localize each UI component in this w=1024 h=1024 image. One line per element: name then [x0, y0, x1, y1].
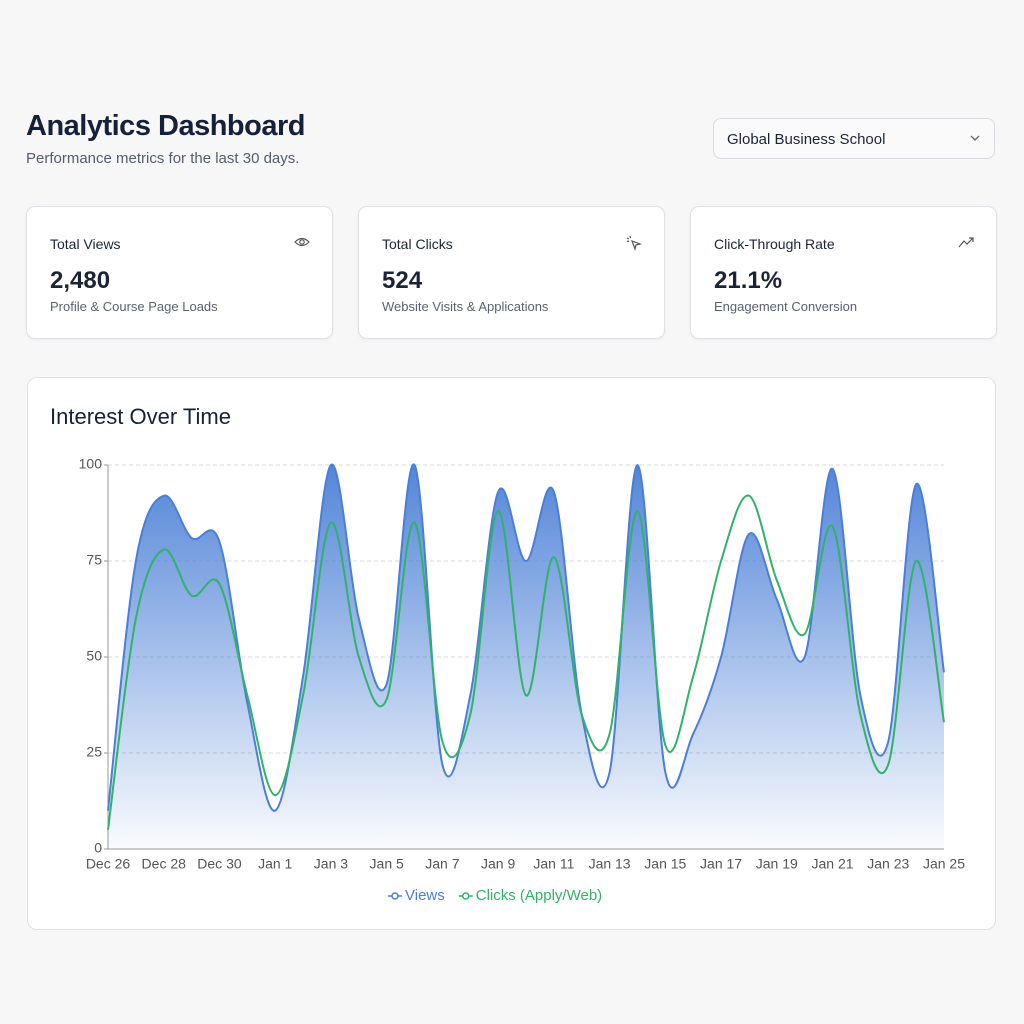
card-title: Click-Through Rate [714, 236, 835, 252]
chart-title: Interest Over Time [50, 404, 231, 429]
x-tick-label: Jan 19 [756, 856, 798, 872]
card-description: Website Visits & Applications [382, 299, 549, 314]
legend-swatch-dot [391, 892, 399, 900]
x-tick-label: Dec 30 [197, 856, 242, 872]
x-tick-label: Jan 3 [314, 856, 348, 872]
chart-card: Interest Over Time 0 25 50 75 100 Dec 26 Dec 2… [27, 377, 996, 930]
card-description: Profile & Course Page Loads [50, 299, 218, 314]
chevron-icon [970, 135, 980, 141]
line [107, 463, 945, 812]
area [108, 464, 944, 849]
stat-card: Total Views 2,480 Profile & Course Page … [26, 206, 333, 339]
card-value: 2,480 [50, 267, 111, 294]
stat-card: Click-Through Rate 21.1% Engagement Conv… [690, 206, 997, 339]
card-value: 524 [382, 267, 423, 294]
y-tick-label: 25 [86, 744, 102, 760]
y-tick-label: 50 [86, 648, 102, 664]
x-tick-label: Jan 1 [258, 856, 292, 872]
card-value: 21.1% [714, 267, 783, 294]
y-tick-label: 75 [86, 552, 102, 568]
card-description: Engagement Conversion [714, 299, 858, 314]
x-tick-label: Jan 7 [425, 856, 459, 872]
y-tick-label: 100 [79, 456, 103, 472]
x-tick-label: Dec 28 [142, 856, 187, 872]
x-tick-label: Jan 9 [481, 856, 515, 872]
page-title: Analytics Dashboard [26, 110, 305, 142]
x-tick-label: Jan 25 [923, 856, 965, 872]
school-selector[interactable]: Global Business School [713, 118, 995, 159]
x-tick-label: Jan 23 [867, 856, 909, 872]
x-tick-label: Dec 26 [86, 856, 131, 872]
legend-label: Clicks (Apply/Web) [476, 887, 602, 904]
page-subtitle: Performance metrics for the last 30 days… [26, 150, 300, 167]
cursor-icon [626, 235, 642, 251]
x-tick-label: Jan 15 [644, 856, 686, 872]
card-title: Total Views [50, 236, 121, 252]
x-tick-label: Jan 13 [589, 856, 631, 872]
y-tick-label: 0 [94, 840, 102, 856]
trend-icon [958, 237, 974, 248]
x-tick-label: Jan 21 [812, 856, 854, 872]
legend-item: Views [388, 887, 445, 904]
line [107, 494, 945, 830]
stat-card: Total Clicks 524 Website Visits & Applic… [358, 206, 665, 339]
legend-swatch-dot [462, 892, 470, 900]
eye-icon [294, 237, 310, 247]
legend-item: Clicks (Apply/Web) [458, 887, 602, 904]
card-title: Total Clicks [382, 236, 453, 252]
x-tick-label: Jan 5 [370, 856, 404, 872]
chart: Interest Over Time 0 25 50 75 100 Dec 26 Dec 2… [50, 404, 965, 904]
x-tick-label: Jan 11 [533, 856, 574, 872]
legend-label: Views [405, 887, 445, 904]
x-tick-label: Jan 17 [700, 856, 742, 872]
selector-label: Global Business School [727, 131, 886, 148]
